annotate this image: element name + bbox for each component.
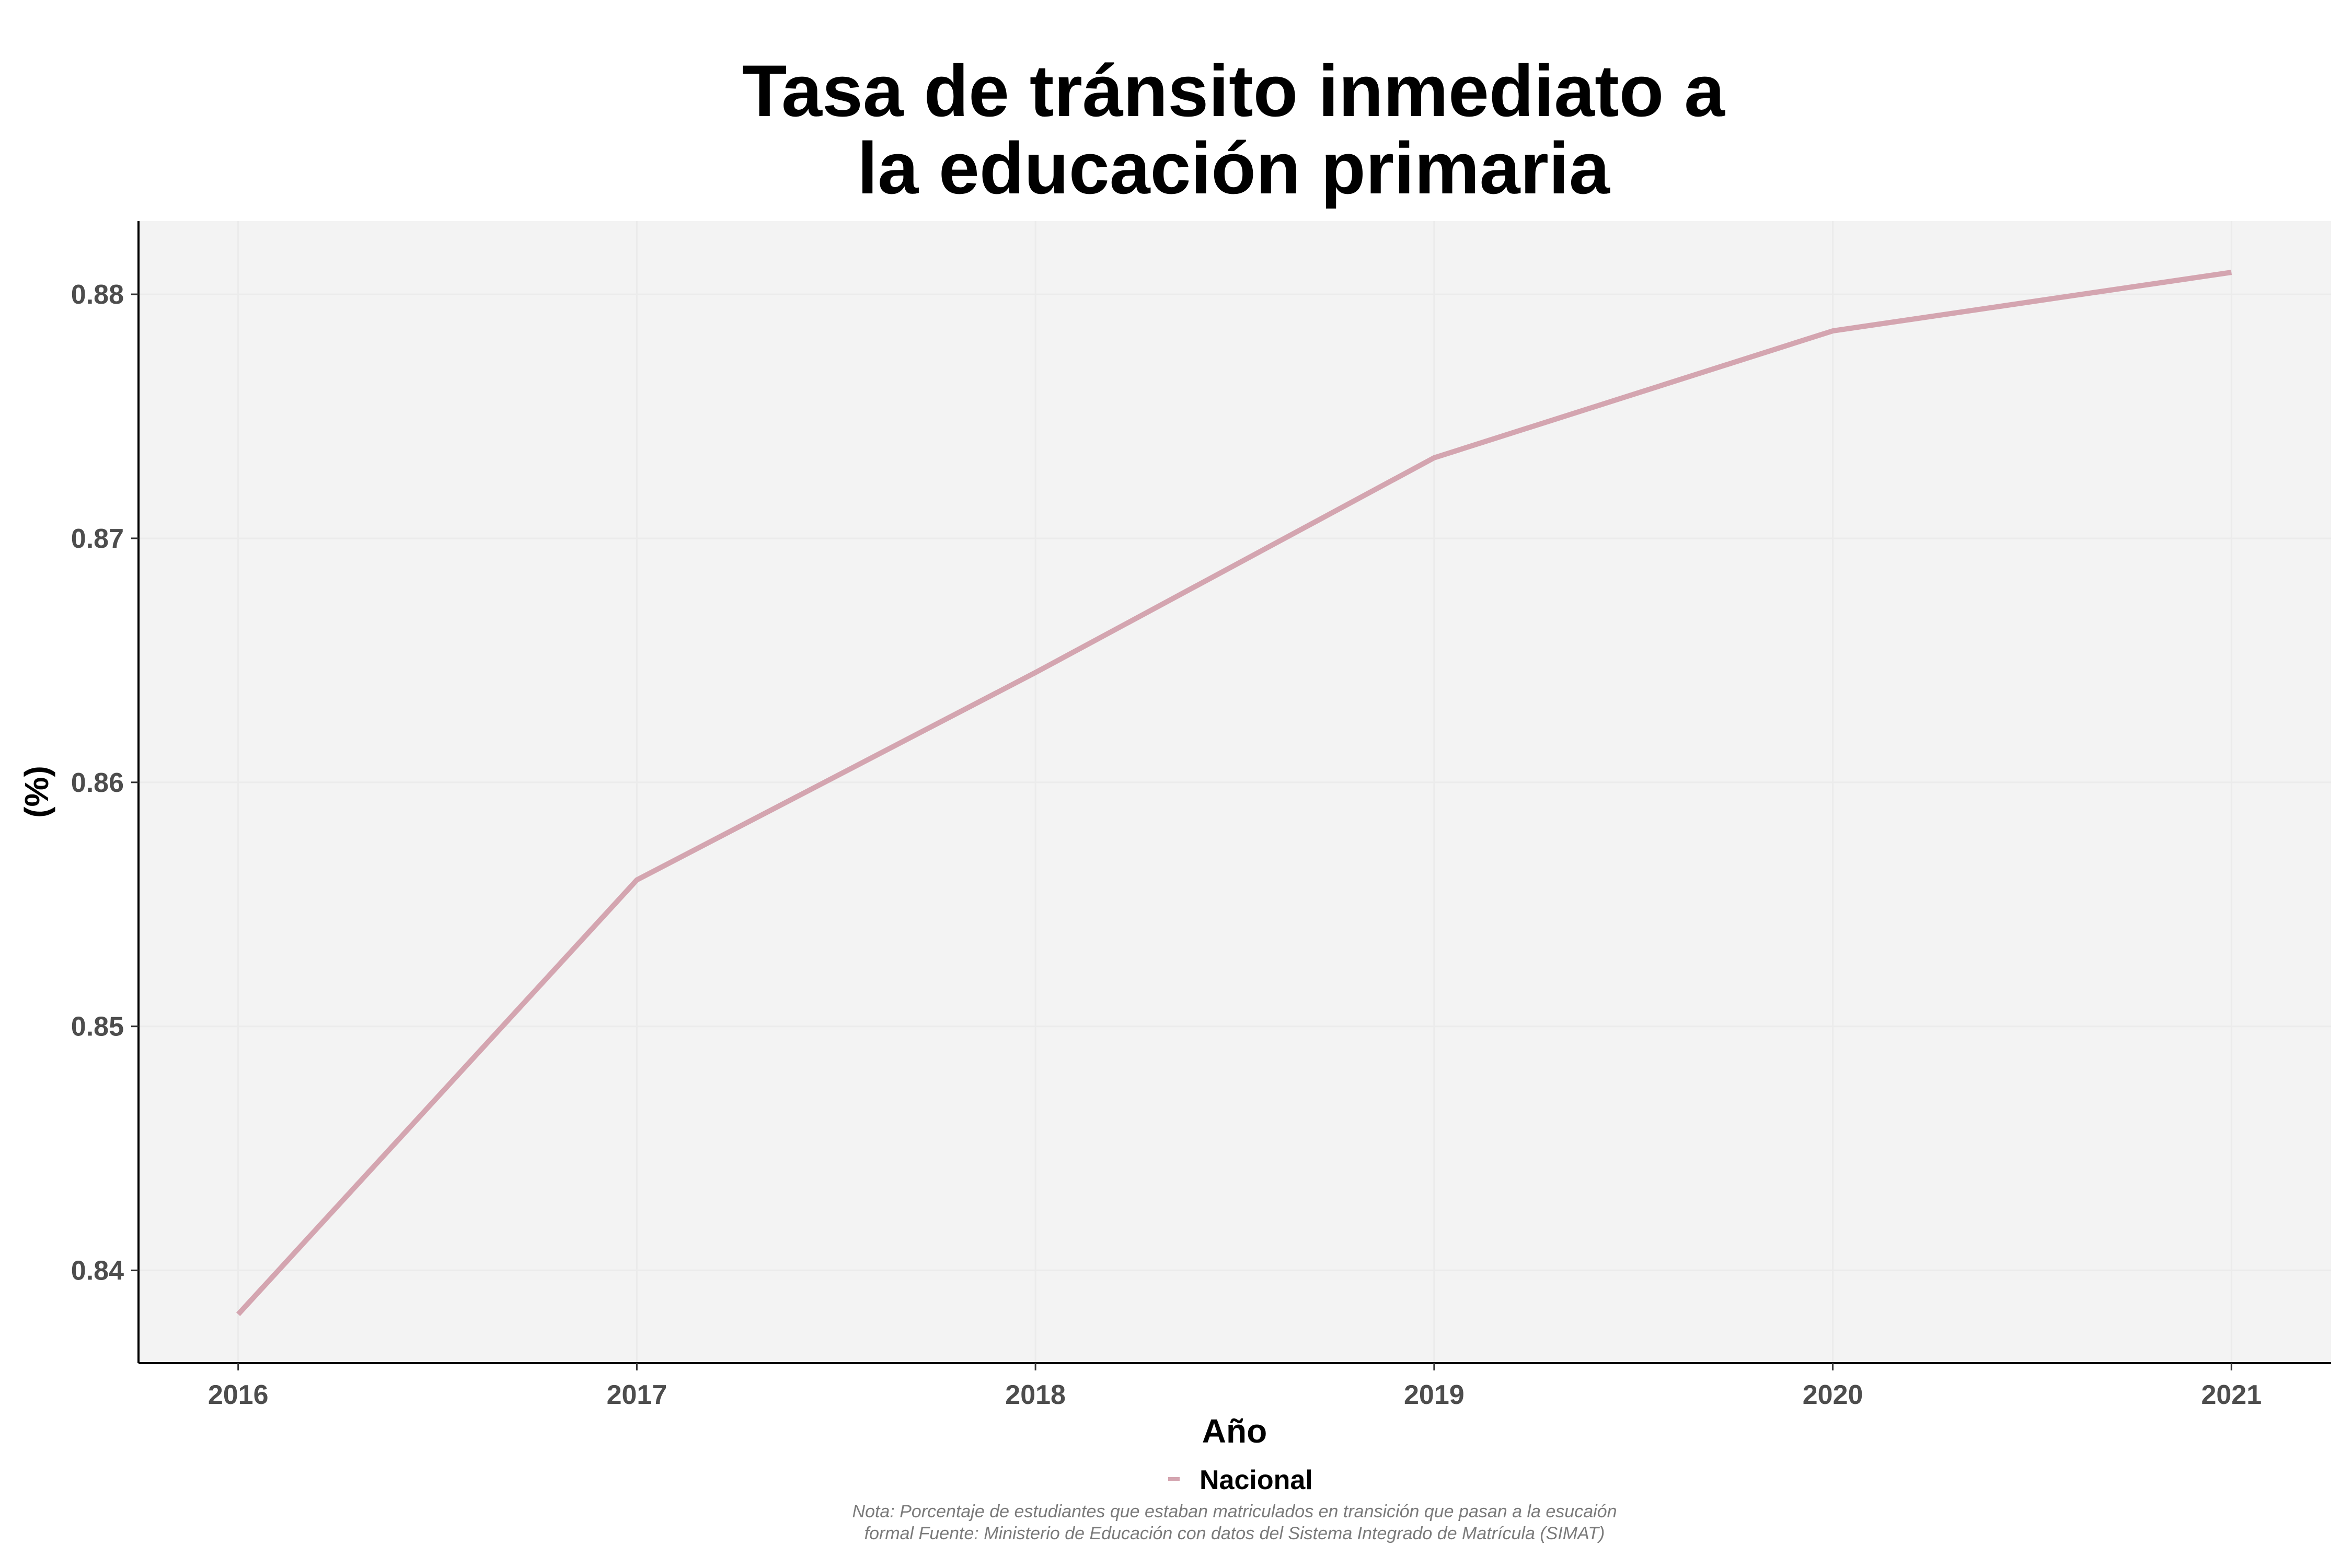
y-axis-title: (%) [18, 766, 55, 818]
series-layer [236, 270, 2232, 1317]
y-tick-label: 0.87 [71, 524, 124, 554]
x-tick-label: 2019 [1404, 1380, 1465, 1410]
y-tick-label: 0.84 [71, 1256, 124, 1286]
x-tick-label: 2017 [607, 1380, 667, 1410]
legend-label-nacional: Nacional [1200, 1465, 1313, 1495]
chart-title-line-1: Tasa de tránsito inmediato a [742, 50, 1725, 132]
caption-line-2: formal Fuente: Ministerio de Educación c… [864, 1524, 1605, 1543]
chart-title-line-2: la educación primaria [857, 127, 1610, 209]
x-axis-ticks: 2016 2017 2018 2019 2020 2021 [208, 1363, 2262, 1410]
caption-line-1: Nota: Porcentaje de estudiantes que esta… [852, 1502, 1617, 1521]
y-axis-ticks: 0.84 0.85 0.86 0.87 0.88 [71, 280, 139, 1286]
x-tick-label: 2018 [1005, 1380, 1066, 1410]
plot-panel [139, 221, 2331, 1363]
y-tick-label: 0.86 [71, 768, 124, 798]
x-axis-title: Año [1202, 1412, 1267, 1450]
y-tick-label: 0.88 [71, 280, 124, 310]
series-line-nacional [236, 270, 2232, 1317]
x-tick-label: 2020 [1803, 1380, 1863, 1410]
x-tick-label: 2021 [2201, 1380, 2262, 1410]
y-tick-label: 0.85 [71, 1012, 124, 1042]
legend: Nacional [1168, 1465, 1313, 1495]
x-tick-label: 2016 [208, 1380, 269, 1410]
